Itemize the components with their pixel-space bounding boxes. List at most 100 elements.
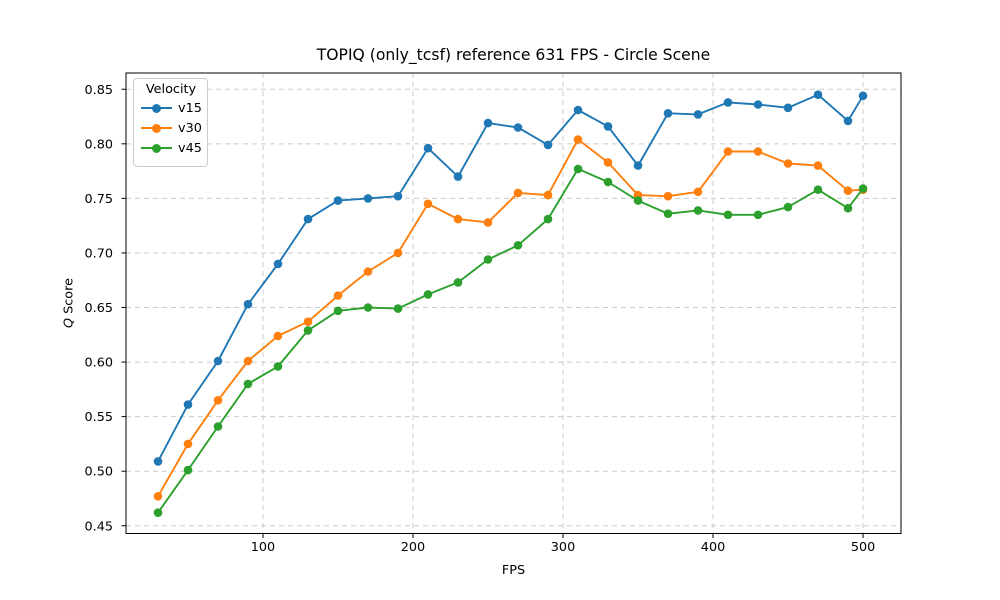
data-point-v30	[183, 439, 193, 449]
data-point-v30	[573, 135, 583, 144]
data-point-v45	[633, 196, 643, 205]
data-point-v30	[273, 331, 283, 341]
data-point-v45	[843, 203, 853, 213]
data-point-v15	[453, 172, 463, 181]
data-point-v45	[243, 379, 253, 389]
data-point-v45	[183, 465, 193, 475]
legend-label: v30	[178, 120, 202, 136]
data-point-v15	[663, 109, 673, 118]
data-point-v15	[183, 400, 193, 409]
legend-title: Velocity	[145, 82, 197, 97]
axes-frame	[125, 72, 902, 534]
data-point-v45	[153, 508, 163, 517]
data-point-v15	[858, 91, 868, 101]
x-tick-label: 500	[851, 540, 875, 555]
data-point-v15	[783, 103, 793, 113]
data-point-v30	[393, 248, 403, 258]
y-tick-label: 0.55	[85, 410, 114, 425]
data-point-v45	[333, 306, 343, 316]
y-tick-label: 0.65	[85, 301, 114, 316]
data-point-v30	[213, 396, 223, 405]
data-point-v30	[513, 188, 523, 198]
x-tick-label: 400	[701, 540, 725, 555]
chart-title: TOPIQ (only_tcsf) reference 631 FPS - Ci…	[316, 46, 711, 64]
data-point-v15	[693, 110, 703, 119]
data-point-v30	[813, 161, 823, 170]
series-line-v45	[157, 167, 864, 514]
y-axis-label: Q Score	[62, 278, 77, 328]
data-point-v45	[693, 206, 703, 215]
data-point-v30	[453, 214, 463, 224]
data-point-v45	[513, 241, 523, 250]
data-point-v30	[753, 147, 763, 156]
data-point-v15	[723, 98, 733, 107]
data-point-v45	[723, 210, 733, 220]
data-point-v45	[273, 362, 283, 371]
data-point-v15	[603, 122, 613, 131]
data-point-v15	[843, 116, 853, 126]
data-point-v30	[153, 492, 163, 501]
legend-item-v30: v30	[141, 118, 202, 138]
data-point-v15	[423, 143, 433, 153]
y-tick-label: 0.45	[85, 519, 114, 534]
data-point-v45	[753, 210, 763, 220]
data-point-v15	[813, 90, 823, 99]
data-point-v45	[423, 290, 433, 299]
data-point-v30	[543, 190, 553, 200]
data-point-v15	[303, 214, 313, 224]
legend-label: v15	[178, 100, 202, 116]
legend-item-v45: v45	[141, 138, 202, 158]
legend-item-v15: v15	[141, 98, 202, 118]
data-point-v15	[573, 105, 583, 115]
data-point-v30	[663, 191, 673, 201]
y-axis-label-q: Q	[61, 317, 77, 328]
legend: Velocity v15 v30 v45	[133, 78, 208, 167]
data-point-v15	[543, 140, 553, 150]
data-point-v30	[243, 356, 253, 366]
legend-label: v45	[178, 140, 202, 156]
data-point-v45	[813, 185, 823, 194]
y-tick-label: 0.80	[85, 137, 114, 152]
data-point-v15	[393, 191, 403, 201]
data-point-v15	[633, 161, 643, 170]
data-point-v15	[243, 299, 253, 309]
data-point-v45	[858, 184, 868, 193]
data-point-v45	[783, 202, 793, 212]
line-marker-swatch-icon	[141, 143, 172, 153]
data-point-v45	[573, 164, 583, 174]
data-point-v45	[603, 177, 613, 187]
y-tick-label: 0.60	[85, 356, 114, 371]
x-tick-label: 100	[251, 540, 275, 555]
data-point-v45	[483, 255, 493, 264]
data-point-v45	[303, 326, 313, 335]
data-point-v30	[783, 159, 793, 168]
data-point-v45	[393, 304, 403, 313]
data-point-v15	[513, 123, 523, 132]
y-tick-label: 0.50	[85, 465, 114, 480]
y-tick-label: 0.70	[85, 246, 114, 261]
x-tick-label: 200	[401, 540, 425, 555]
series-line-v30	[157, 138, 864, 498]
data-point-v45	[663, 209, 673, 218]
data-point-v30	[603, 158, 613, 167]
data-point-v45	[453, 278, 463, 287]
data-point-v15	[753, 100, 763, 109]
y-tick-label: 0.85	[85, 83, 114, 98]
data-point-v30	[333, 291, 343, 300]
data-point-v30	[843, 186, 853, 195]
data-point-v30	[423, 199, 433, 209]
data-point-v15	[333, 196, 343, 205]
line-marker-swatch-icon	[141, 103, 172, 113]
y-tick-label: 0.75	[85, 192, 114, 207]
data-point-v15	[213, 356, 223, 366]
data-point-v15	[153, 457, 163, 466]
data-point-v30	[303, 317, 313, 327]
data-point-v15	[483, 118, 493, 128]
data-point-v15	[273, 259, 283, 269]
data-point-v45	[363, 303, 373, 312]
data-point-v30	[483, 218, 493, 227]
data-point-v45	[543, 214, 553, 224]
x-tick-label: 300	[551, 540, 575, 555]
